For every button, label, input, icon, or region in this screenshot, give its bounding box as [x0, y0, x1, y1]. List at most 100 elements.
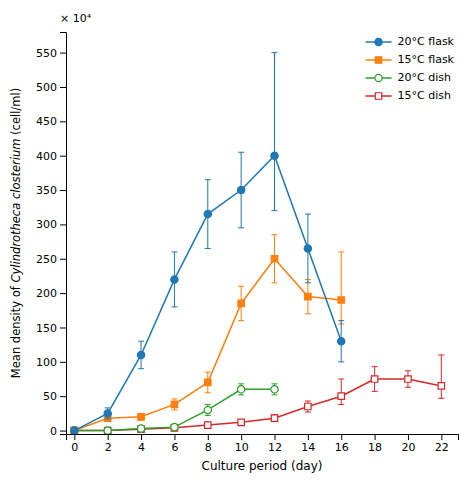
- data-point: [171, 401, 177, 407]
- data-point: [405, 376, 411, 382]
- legend-label: 15°C flask: [398, 53, 455, 66]
- x-tick: 14: [301, 434, 315, 454]
- x-tick-label: 0: [71, 441, 78, 454]
- error-bar: [338, 252, 344, 324]
- y-tick-label: 250: [36, 253, 57, 266]
- y-tick: 450: [36, 115, 66, 128]
- series: [71, 235, 344, 434]
- error-bar: [372, 367, 378, 392]
- data-point: [205, 422, 211, 428]
- error-bar: [272, 415, 278, 422]
- x-axis-line: [67, 435, 459, 441]
- y-tick-label: 200: [36, 287, 57, 300]
- data-point: [438, 383, 444, 389]
- y-tick: 350: [36, 184, 66, 197]
- x-tick-label: 20: [401, 441, 415, 454]
- x-tick: 18: [368, 434, 382, 454]
- data-point: [71, 427, 77, 433]
- y-tick-mark: [60, 293, 66, 294]
- x-tick-mark: [375, 434, 376, 440]
- y-axis: 050100150200250300350400450500550: [36, 33, 67, 438]
- x-tick-label: 14: [301, 441, 315, 454]
- error-bar: [338, 379, 344, 404]
- legend-label: 15°C dish: [398, 89, 451, 102]
- error-bar: [205, 372, 211, 393]
- x-tick: 2: [105, 434, 112, 454]
- y-tick: 500: [36, 81, 66, 94]
- data-point: [104, 427, 110, 433]
- x-tick-mark: [141, 434, 142, 440]
- data-point: [138, 414, 144, 420]
- y-tick-mark: [60, 224, 66, 225]
- data-point: [204, 210, 211, 217]
- error-bar: [272, 53, 278, 211]
- legend-label: 20°C flask: [398, 35, 455, 48]
- y-axis-title-part: (cell/ml): [9, 88, 23, 139]
- y-tick-label: 300: [36, 218, 57, 231]
- data-point: [71, 427, 78, 434]
- x-tick-mark: [275, 434, 276, 440]
- y-tick: 300: [36, 218, 66, 231]
- y-tick-label: 50: [43, 390, 57, 403]
- data-point: [304, 245, 311, 252]
- x-tick: 0: [71, 434, 78, 454]
- y-tick-mark: [60, 121, 66, 122]
- error-bar: [272, 384, 278, 395]
- data-point: [104, 410, 111, 417]
- y-tick-label: 100: [36, 356, 57, 369]
- x-tick-label: 10: [235, 441, 249, 454]
- error-bar: [438, 355, 444, 398]
- data-point: [338, 338, 345, 345]
- data-point: [238, 300, 244, 306]
- x-tick: 4: [138, 434, 145, 454]
- x-tick: 10: [235, 434, 249, 454]
- data-point: [204, 406, 211, 413]
- x-tick: 8: [205, 434, 212, 454]
- y-tick-mark: [60, 259, 66, 260]
- y-tick: 250: [36, 253, 66, 266]
- legend-swatch-marker: [375, 57, 381, 63]
- y-tick-mark: [60, 327, 66, 328]
- legend-swatch-marker: [375, 38, 382, 45]
- data-point: [71, 427, 77, 433]
- plot-area: [71, 53, 445, 434]
- data-point: [305, 403, 311, 409]
- series-line: [74, 389, 274, 430]
- error-bar: [238, 384, 244, 395]
- series: [71, 355, 444, 434]
- data-point: [171, 276, 178, 283]
- y-tick-mark: [60, 190, 66, 191]
- y-tick: 150: [36, 322, 66, 335]
- x-tick: 12: [268, 434, 282, 454]
- data-point: [137, 425, 144, 432]
- legend-swatch-marker: [375, 74, 382, 81]
- x-tick-label: 8: [205, 441, 212, 454]
- y-tick: 0: [50, 425, 66, 438]
- y-tick-label: 450: [36, 115, 57, 128]
- data-point: [271, 152, 278, 159]
- x-tick-label: 12: [268, 441, 282, 454]
- y-tick-mark: [60, 156, 66, 157]
- x-tick: 20: [401, 434, 415, 454]
- legend-item: 20°C flask: [366, 35, 455, 48]
- x-tick-label: 6: [171, 441, 178, 454]
- data-point: [137, 351, 144, 358]
- error-bar: [205, 404, 211, 415]
- legend-item: 15°C flask: [366, 53, 455, 66]
- x-tick: 16: [335, 434, 349, 454]
- data-point: [237, 186, 244, 193]
- y-tick: 200: [36, 287, 66, 300]
- y-tick-mark: [60, 431, 66, 432]
- y-tick: 50: [43, 390, 66, 403]
- series: [71, 384, 278, 434]
- data-point: [271, 415, 277, 421]
- y-tick: 100: [36, 356, 66, 369]
- x-axis: 0246810121416182022: [67, 434, 459, 454]
- y-tick-label: 150: [36, 322, 57, 335]
- error-bar: [305, 401, 311, 412]
- error-bar: [238, 152, 244, 228]
- error-bar: [171, 252, 177, 307]
- x-tick-mark: [74, 434, 75, 440]
- data-point: [71, 427, 78, 434]
- x-tick-mark: [108, 434, 109, 440]
